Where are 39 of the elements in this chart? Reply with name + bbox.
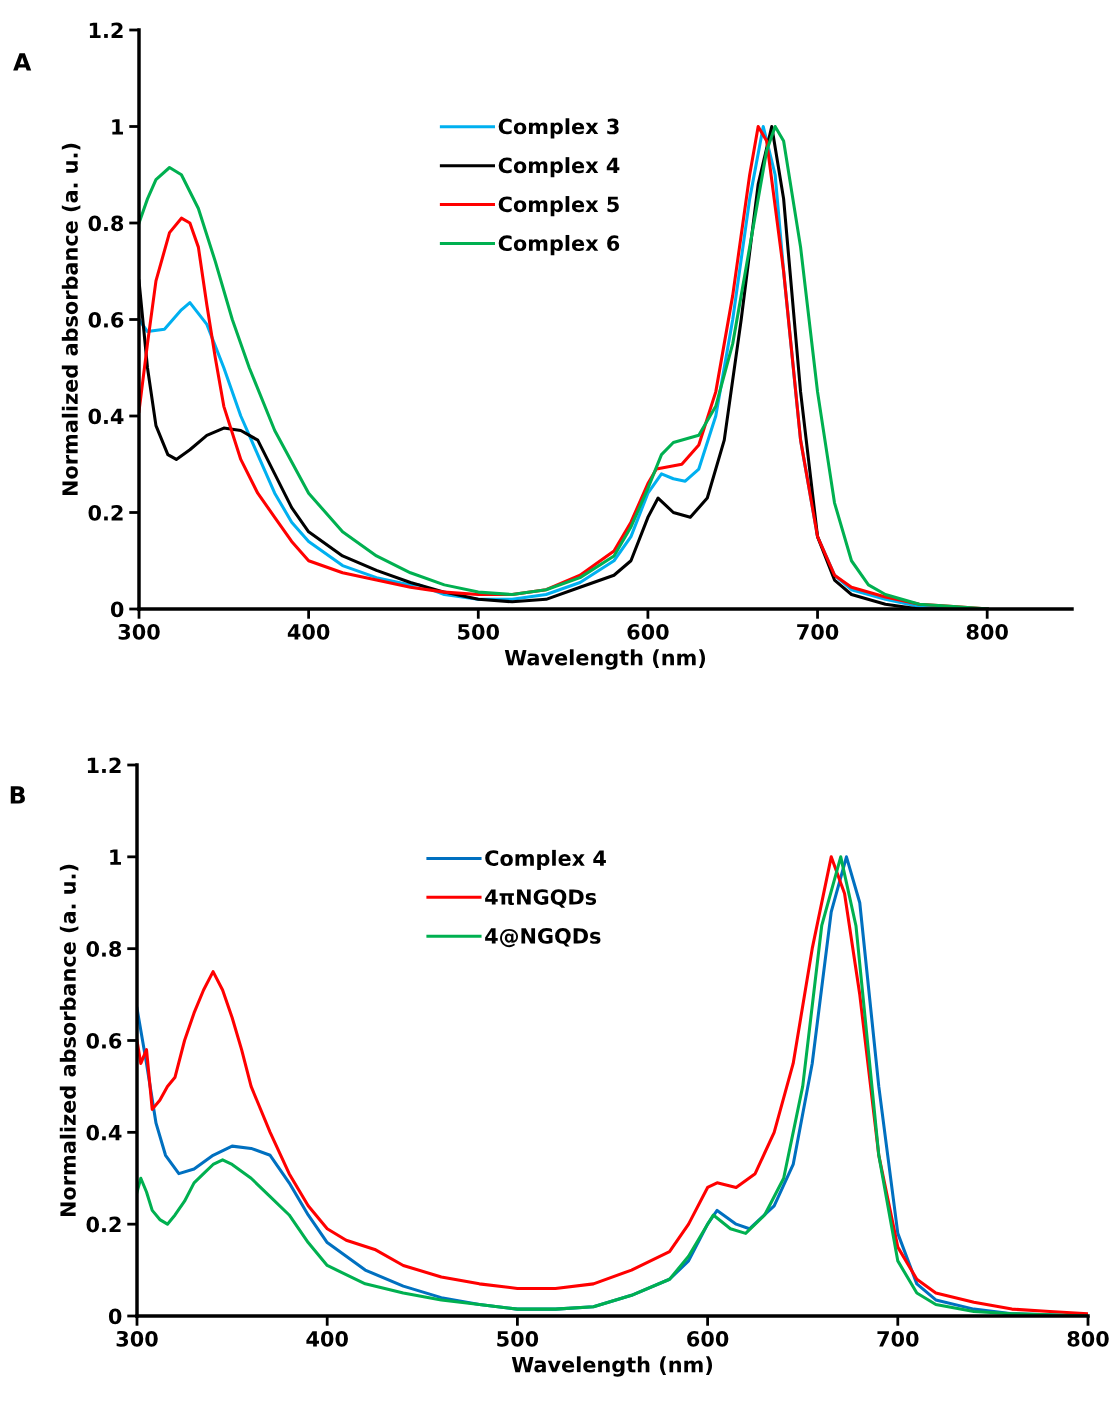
legend-label: 4@NGQDs [485, 928, 601, 948]
y-axis-title: Normalized absorbance (a. u.) [61, 143, 81, 496]
x-tick-label: 700 [797, 623, 839, 640]
legend-label: Complex 5 [498, 196, 619, 217]
text: B [10, 786, 25, 804]
y-tick-label: 1 [112, 119, 123, 135]
legend-label: Complex 4 [485, 849, 606, 871]
y-tick-label: 0.8 [88, 215, 124, 232]
legend-label: Complex 3 [498, 118, 619, 139]
y-tick-label: 0.8 [86, 941, 122, 957]
y-axis-title: Normalized absorbance (a. u.) [59, 864, 79, 1217]
x-tick-label: 800 [966, 623, 1008, 640]
x-tick-label: 300 [116, 1330, 158, 1347]
y-tick-label: 0 [108, 1308, 122, 1325]
x-tick-label: 400 [287, 623, 330, 640]
y-tick-label: 0.4 [88, 408, 124, 425]
legend-label: Complex 4 [498, 157, 620, 178]
y-tick-label: 1.2 [89, 22, 123, 38]
y-tick-label: 0 [110, 601, 124, 618]
y-tick-label: 0.2 [88, 504, 123, 521]
text: A [13, 53, 32, 71]
y-tick-label: 0.4 [86, 1124, 122, 1141]
x-axis-title: Wavelength (nm) [504, 649, 706, 670]
y-tick-label: 1 [110, 849, 121, 865]
y-tick-label: 0.6 [88, 311, 124, 328]
x-tick-label: 800 [1067, 1330, 1109, 1347]
y-tick-label: 1.2 [87, 757, 121, 773]
legend-label: 4πNGQDs [485, 889, 597, 908]
x-tick-label: 500 [458, 623, 500, 640]
legend-label: Complex 6 [498, 234, 620, 256]
x-tick-label: 600 [687, 1330, 729, 1347]
x-tick-label: 300 [118, 623, 160, 640]
x-tick-label: 700 [877, 1330, 919, 1347]
y-tick-label: 0.6 [86, 1032, 122, 1049]
x-tick-label: 600 [627, 623, 669, 640]
x-tick-label: 400 [306, 1330, 348, 1347]
x-tick-label: 500 [497, 1330, 539, 1347]
y-tick-label: 0.2 [86, 1216, 121, 1233]
x-axis-title: Wavelength (nm) [511, 1356, 713, 1377]
